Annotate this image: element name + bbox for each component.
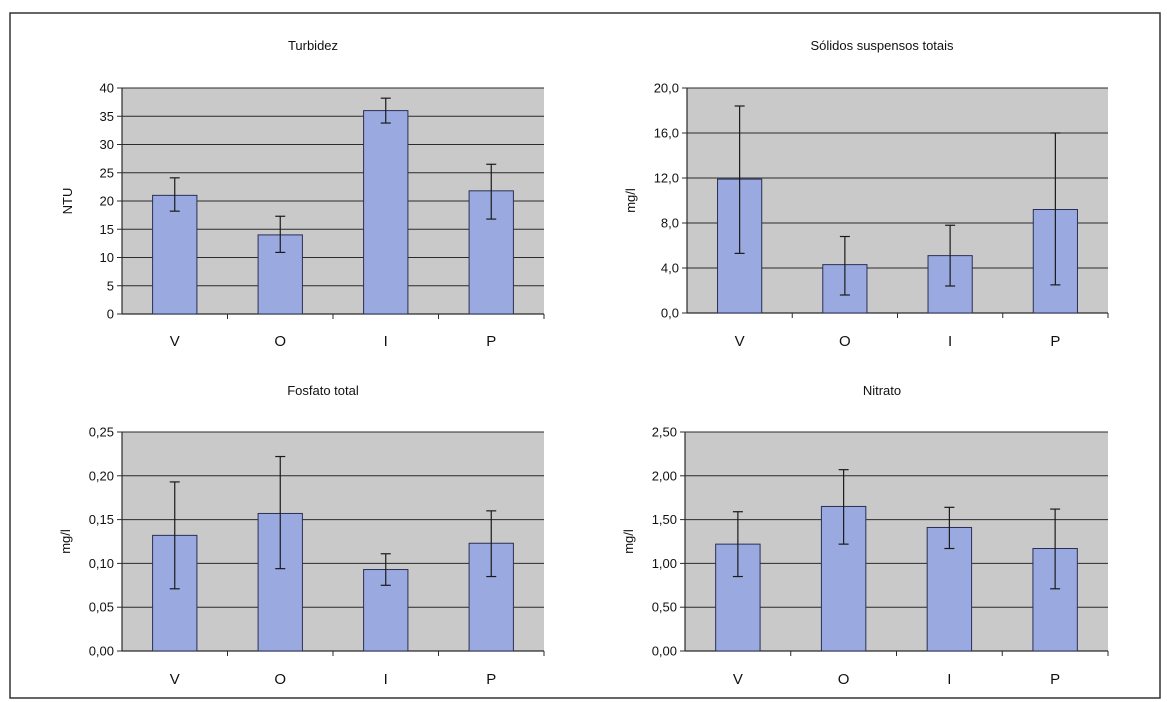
chart1-ytick-label: 25: [100, 165, 114, 180]
chart1-ytick-label: 10: [100, 250, 114, 265]
chart3-ylabel: mg/l: [58, 529, 73, 554]
chart2-ytick-label: 12,0: [654, 171, 679, 186]
chart2-ylabel: mg/l: [623, 188, 638, 213]
chart1-bar-V: [152, 194, 198, 315]
chart2-category-label-O: O: [839, 333, 851, 350]
chart1-title: Turbidez: [288, 38, 338, 53]
chart3-title: Fosfato total: [287, 383, 359, 398]
chart4-ytick-label: 1,00: [652, 556, 677, 571]
chart2-title: Sólidos suspensos totais: [810, 38, 954, 53]
chart4-title: Nitrato: [863, 383, 901, 398]
chart2-ytick-label: 0,0: [661, 306, 679, 321]
chart3-bar-P: [468, 542, 514, 652]
chart3-ytick-label: 0,25: [89, 425, 114, 440]
chart4-ytick-label: 2,00: [652, 468, 677, 483]
chart2-ytick-label: 4,0: [661, 261, 679, 276]
chart1-ylabel: NTU: [60, 188, 75, 215]
chart3-category-label-I: I: [384, 671, 388, 688]
chart4-category-label-O: O: [838, 671, 850, 688]
chart4-ylabel: mg/l: [621, 529, 636, 554]
chart3-category-label-V: V: [170, 671, 180, 688]
chart1-ytick-label: 30: [100, 137, 114, 152]
chart3-category-label-O: O: [274, 671, 286, 688]
chart2-category-label-P: P: [1050, 333, 1060, 350]
chart3-ytick-label: 0,10: [89, 556, 114, 571]
chart1-category-label-V: V: [170, 333, 180, 350]
chart4-category-label-P: P: [1050, 671, 1060, 688]
chart2-ytick-label: 16,0: [654, 126, 679, 141]
chart1-category-label-I: I: [384, 333, 388, 350]
chart1-ytick-label: 15: [100, 222, 114, 237]
chart1-ytick-label: 35: [100, 109, 114, 124]
chart3-ytick-label: 0,20: [89, 468, 114, 483]
chart4-ytick-label: 1,50: [652, 512, 677, 527]
chart1-ytick-label: 0: [107, 307, 114, 322]
chart3-ytick-label: 0,05: [89, 600, 114, 615]
chart2-category-label-I: I: [948, 333, 952, 350]
chart2-ytick-label: 20,0: [654, 81, 679, 96]
chart4-category-label-V: V: [733, 671, 743, 688]
chart2-ytick-label: 8,0: [661, 216, 679, 231]
chart1-ytick-label: 20: [100, 194, 114, 209]
chart1-bar-I: [363, 110, 409, 315]
chart3-ytick-label: 0,00: [89, 644, 114, 659]
chart1-ytick-label: 5: [107, 278, 114, 293]
chart2-category-label-V: V: [735, 333, 745, 350]
chart4-category-label-I: I: [947, 671, 951, 688]
chart4-ytick-label: 2,50: [652, 425, 677, 440]
chart3-category-label-P: P: [486, 671, 496, 688]
chart3-ytick-label: 0,15: [89, 512, 114, 527]
chart1-category-label-P: P: [486, 333, 496, 350]
chart1-ytick-label: 40: [100, 81, 114, 96]
chart1-category-label-O: O: [274, 333, 286, 350]
chart4-ytick-label: 0,00: [652, 644, 677, 659]
chart4-ytick-label: 0,50: [652, 600, 677, 615]
